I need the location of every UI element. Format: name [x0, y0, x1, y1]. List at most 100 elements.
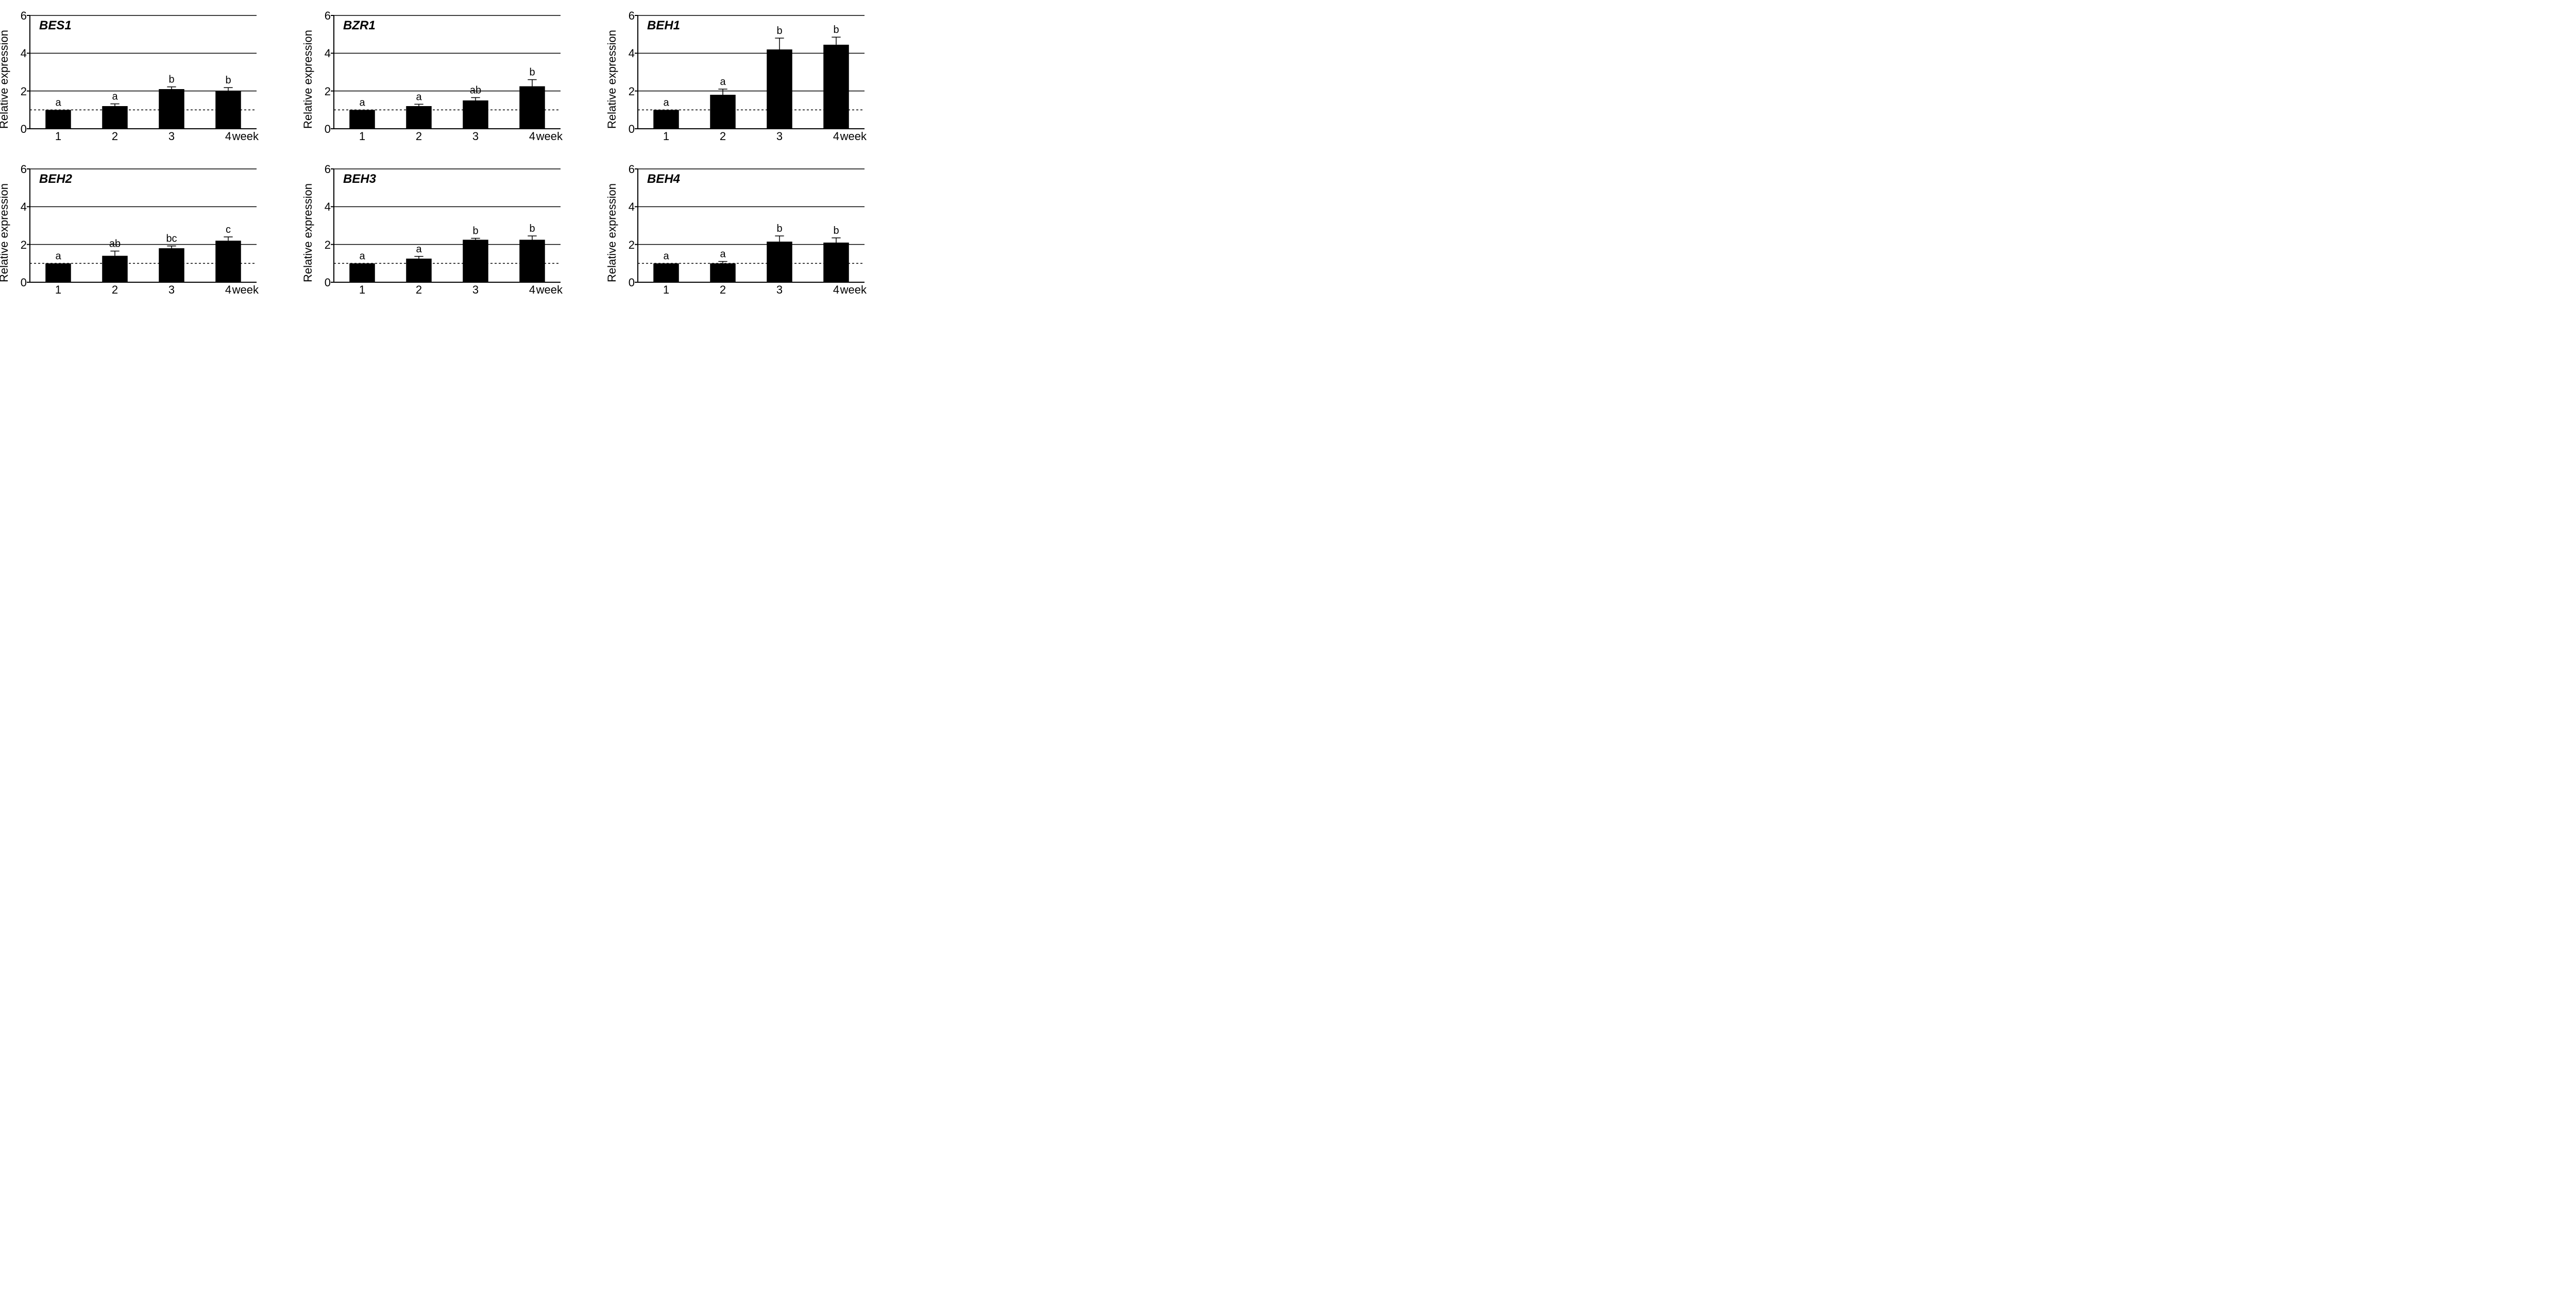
x-tick-label: 2: [694, 130, 751, 143]
y-tick-label: 2: [623, 238, 635, 252]
bar: [159, 248, 184, 282]
bar: [349, 110, 375, 129]
panel-title: BES1: [39, 19, 72, 33]
bar: [519, 240, 545, 283]
significance-label: a: [663, 97, 669, 108]
significance-label: b: [529, 223, 535, 234]
significance-label: a: [416, 91, 422, 102]
x-axis-label: week: [232, 283, 259, 297]
panel-title: BEH1: [647, 19, 680, 33]
x-axis-label: week: [232, 130, 259, 143]
y-tick-label: 4: [623, 200, 635, 214]
y-tick-label: 4: [319, 47, 331, 60]
bar: [159, 89, 184, 129]
x-tick-label: 1: [334, 283, 391, 297]
significance-label: b: [776, 223, 782, 234]
panel-title: BEH3: [343, 172, 376, 186]
x-ticks: 1234week: [30, 130, 257, 143]
x-tick-label: 2: [87, 283, 143, 297]
bar: [406, 106, 432, 129]
x-ticks: 1234week: [334, 283, 561, 297]
significance-label: b: [472, 226, 478, 237]
x-tick-label: 1: [638, 283, 694, 297]
x-tick-label: 3: [751, 130, 808, 143]
significance-label: a: [720, 76, 726, 88]
x-tick-label: 3: [143, 283, 200, 297]
bar: [463, 240, 488, 283]
x-axis-label: week: [536, 283, 563, 297]
significance-label: b: [168, 74, 174, 85]
x-tick-label: 1: [30, 283, 87, 297]
y-tick-label: 0: [623, 123, 635, 136]
x-axis-label: week: [840, 283, 867, 297]
significance-label: b: [776, 25, 782, 37]
bar: [463, 100, 488, 129]
x-axis-label: week: [536, 130, 563, 143]
bar: [823, 45, 849, 129]
significance-label: ab: [470, 85, 481, 96]
y-axis-label: Relative expression: [301, 30, 315, 129]
bar: [653, 110, 679, 129]
bar: [767, 242, 792, 282]
bar: [215, 241, 241, 282]
significance-label: a: [720, 249, 726, 260]
significance-label: c: [226, 224, 231, 235]
bar: [215, 91, 241, 129]
y-tick-label: 0: [319, 276, 331, 289]
y-axis-label: Relative expression: [301, 183, 315, 282]
x-tick-label: 2: [694, 283, 751, 297]
y-tick-label: 2: [15, 85, 27, 98]
significance-label: a: [359, 97, 365, 108]
x-tick-label: 1: [334, 130, 391, 143]
y-tick-label: 4: [319, 200, 331, 214]
y-tick-label: 6: [319, 163, 331, 176]
y-tick-label: 4: [15, 200, 27, 214]
x-tick-label: 2: [391, 130, 447, 143]
x-ticks: 1234week: [334, 130, 561, 143]
panel-bes1: Relative expressionBES1aabb02461234week: [15, 15, 283, 143]
significance-label: b: [529, 67, 535, 78]
x-tick-label: 2: [87, 130, 143, 143]
bar: [102, 106, 128, 129]
y-axis-label: Relative expression: [605, 183, 619, 282]
x-tick-label: 3: [143, 130, 200, 143]
panel-beh4: Relative expressionBEH4aabb02461234week: [623, 169, 891, 297]
significance-label: b: [833, 24, 839, 36]
bar: [45, 263, 71, 282]
significance-label: ab: [109, 238, 121, 250]
x-tick-label: 2: [391, 283, 447, 297]
y-tick-label: 0: [15, 276, 27, 289]
significance-label: a: [416, 244, 422, 255]
bar: [102, 256, 128, 282]
y-tick-label: 6: [319, 9, 331, 23]
y-tick-label: 0: [623, 276, 635, 289]
panel-bzr1: Relative expressionBZR1aaabb02461234week: [319, 15, 587, 143]
significance-label: a: [55, 250, 61, 262]
bar: [406, 259, 432, 282]
significance-label: a: [359, 250, 365, 262]
y-tick-label: 0: [319, 123, 331, 136]
x-tick-label: 3: [751, 283, 808, 297]
y-tick-label: 2: [623, 85, 635, 98]
x-tick-label: 1: [30, 130, 87, 143]
bar: [767, 49, 792, 129]
panel-title: BEH2: [39, 172, 72, 186]
x-tick-label: 3: [447, 130, 504, 143]
chart-grid: Relative expressionBES1aabb02461234weekR…: [15, 15, 891, 297]
bar: [349, 263, 375, 282]
y-tick-label: 0: [15, 123, 27, 136]
panel-title: BZR1: [343, 19, 376, 33]
x-ticks: 1234week: [30, 283, 257, 297]
significance-label: a: [112, 91, 118, 102]
panel-beh1: Relative expressionBEH1aabb02461234week: [623, 15, 891, 143]
y-tick-label: 2: [319, 85, 331, 98]
y-tick-label: 2: [319, 238, 331, 252]
significance-label: a: [55, 97, 61, 108]
y-axis-label: Relative expression: [0, 183, 11, 282]
bar: [710, 95, 736, 129]
bar: [45, 110, 71, 129]
significance-label: a: [663, 250, 669, 262]
y-axis-label: Relative expression: [0, 30, 11, 129]
x-tick-label: 1: [638, 130, 694, 143]
y-axis-label: Relative expression: [605, 30, 619, 129]
